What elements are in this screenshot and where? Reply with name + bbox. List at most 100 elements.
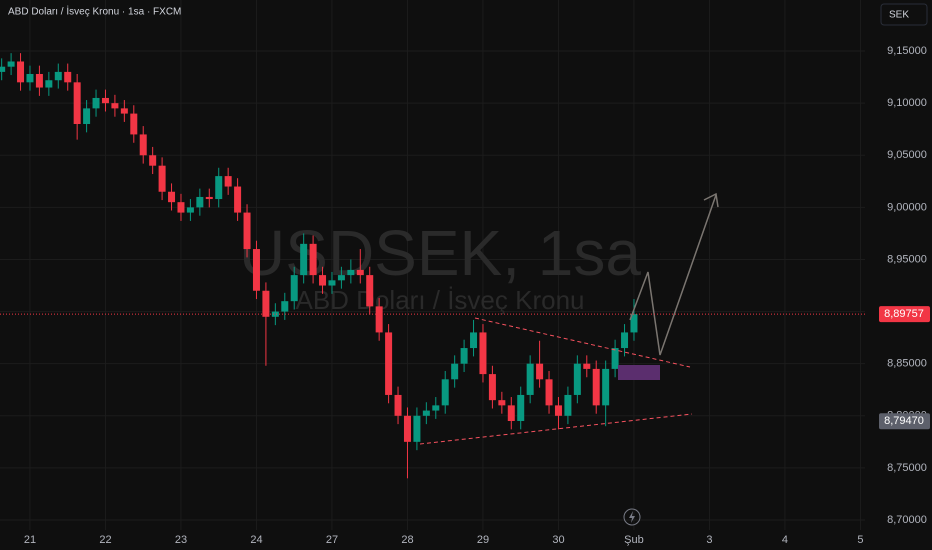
x-tick-label: 3 [706, 534, 712, 546]
x-tick-label: 21 [24, 534, 36, 546]
candle-body [479, 332, 487, 375]
arrow-head [703, 192, 719, 208]
candle-body [130, 113, 138, 135]
candle-body [300, 243, 308, 276]
candle-body [262, 290, 270, 317]
candle-body [592, 368, 600, 406]
candle-body [470, 332, 478, 349]
candle-body [319, 275, 327, 286]
candle-body [177, 202, 185, 213]
candle-body [621, 332, 629, 349]
x-tick-label: 28 [401, 534, 413, 546]
candle-body [356, 269, 364, 276]
candle-body [54, 71, 62, 81]
candle-body [101, 97, 109, 104]
candle-body [73, 82, 81, 125]
candle-body [394, 394, 402, 416]
candle-body [64, 71, 72, 83]
candle-body [611, 348, 619, 369]
price-tag [879, 306, 930, 323]
candle-body [290, 275, 298, 302]
candle-body [83, 108, 91, 125]
x-tick-label: Şub [624, 534, 644, 546]
candle-body [281, 301, 289, 312]
x-tick-label: 5 [857, 534, 863, 546]
event-icon[interactable] [623, 508, 641, 526]
trend-line [474, 317, 691, 368]
y-tick-label: 9,05000 [887, 149, 927, 161]
y-tick-label: 8,70000 [887, 514, 927, 526]
candle-body [498, 400, 506, 406]
event-bolt [629, 511, 635, 523]
candle-body [403, 415, 411, 442]
candle-body [422, 410, 430, 416]
candle-body [309, 243, 317, 276]
watermark-subtitle: ABD Doları / İsveç Kronu [296, 285, 585, 315]
candle-body [347, 269, 355, 276]
candles [0, 53, 638, 479]
candle-body [120, 108, 128, 114]
candle-body [432, 405, 440, 411]
price-tag-label: 8,89757 [884, 308, 924, 320]
watermark: USDSEK, 1sa [239, 217, 641, 289]
candle-body [271, 311, 279, 317]
currency-label[interactable]: SEK [889, 10, 909, 21]
candle-body [139, 134, 147, 156]
candle-body [526, 363, 534, 395]
candle-body [234, 186, 242, 213]
candle-body [205, 196, 213, 200]
candle-body [224, 176, 232, 187]
drawings [419, 192, 719, 445]
candle-body [111, 103, 119, 109]
candle-body [92, 97, 100, 109]
candle-body [451, 363, 459, 380]
projection-arrow [629, 194, 717, 356]
chart-title: ABD Doları / İsveç Kronu · 1sa · FXCM [8, 5, 181, 18]
candle-body [375, 306, 383, 333]
candle-body [149, 155, 157, 166]
candle-body [158, 165, 166, 192]
x-tick-label: 4 [782, 534, 788, 546]
candle-body [252, 249, 260, 291]
candle-body [243, 212, 251, 250]
price-tag [879, 413, 930, 430]
y-tick-label: 9,00000 [887, 201, 927, 213]
candle-body [441, 379, 449, 406]
trend-line [419, 413, 693, 445]
candle-body [517, 394, 525, 421]
candle-body [337, 275, 345, 281]
y-tick-label: 8,75000 [887, 462, 927, 474]
price-tag-label: 8,79470 [884, 415, 924, 427]
candle-body [554, 405, 562, 416]
candle-body [215, 176, 223, 200]
candle-body [26, 73, 34, 83]
candle-body [488, 374, 496, 401]
x-tick-label: 23 [175, 534, 187, 546]
candle-body [507, 405, 515, 421]
candle-body [7, 61, 15, 67]
candle-body [366, 275, 374, 307]
candle-body [196, 196, 204, 208]
grid-layer [0, 0, 865, 530]
candle-body [536, 363, 544, 380]
candle-body [17, 61, 25, 83]
x-tick-label: 30 [552, 534, 564, 546]
zone-box [618, 365, 660, 380]
y-tick-label: 8,95000 [887, 253, 927, 265]
y-tick-label: 8,85000 [887, 358, 927, 370]
y-tick-label: 9,10000 [887, 97, 927, 109]
price-axis [865, 0, 932, 530]
candle-body [0, 66, 6, 72]
candle-body [583, 363, 591, 369]
x-tick-label: 22 [99, 534, 111, 546]
candle-body [186, 207, 194, 213]
candle-body [602, 368, 610, 406]
candle-body [45, 80, 53, 88]
candle-body [35, 73, 43, 88]
candle-body [460, 348, 468, 364]
candle-body [385, 332, 393, 395]
currency-button[interactable] [880, 3, 928, 26]
x-tick-label: 27 [326, 534, 338, 546]
